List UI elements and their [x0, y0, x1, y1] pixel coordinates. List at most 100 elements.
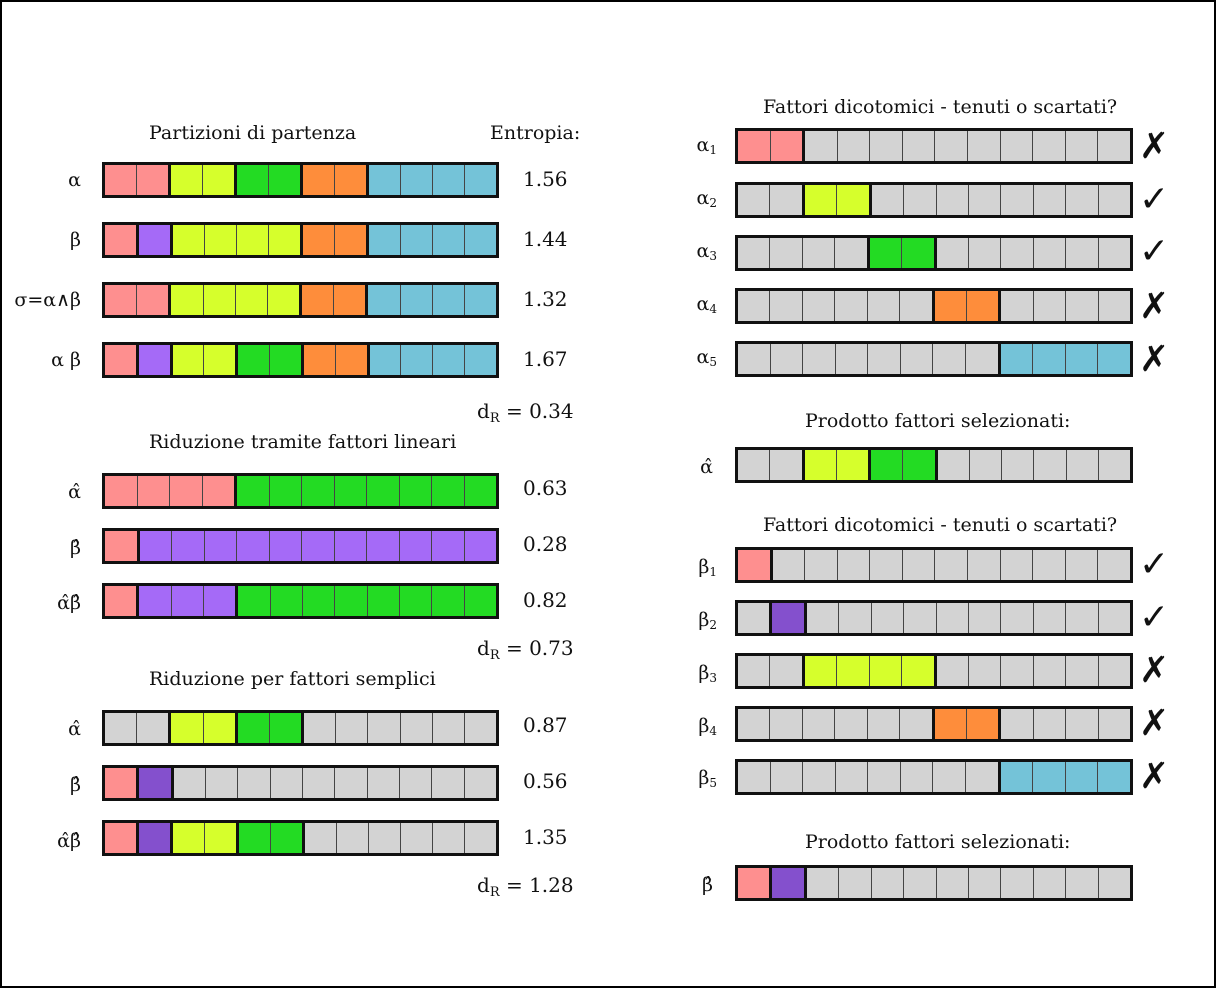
partition-cell	[1097, 709, 1131, 739]
partition-cell	[967, 868, 1001, 898]
partition-cell	[168, 285, 203, 315]
partition-bar-alpha-beta-hat	[102, 583, 499, 619]
partition-cell	[934, 550, 968, 580]
partition-cell	[203, 345, 236, 375]
partition-cell	[965, 762, 998, 792]
partition-cell	[899, 344, 933, 374]
partition-cell	[738, 185, 770, 215]
partition-bar-alpha-beta	[102, 342, 499, 378]
partition-cell	[236, 225, 268, 255]
partition-cell	[366, 586, 399, 616]
partition-cell	[933, 656, 968, 686]
partition-cell	[868, 656, 902, 686]
factor-bar-alpha2	[735, 182, 1133, 218]
partition-cell	[1064, 344, 1098, 374]
entropy-value: 1.67	[523, 347, 568, 371]
entropy-value: 0.63	[523, 476, 568, 500]
section1-title: Partizioni di partenza	[149, 122, 357, 144]
row-label-beta2: β2	[698, 609, 717, 632]
partition-cell	[300, 165, 334, 195]
partition-cell	[836, 550, 870, 580]
partition-cell	[234, 165, 268, 195]
row-label-beta4: β4	[698, 715, 717, 738]
partition-cell	[366, 345, 401, 375]
entropy-header: Entropia:	[490, 122, 581, 144]
partition-cell	[335, 713, 368, 743]
partition-cell	[769, 450, 802, 480]
row-label-alpha1: α1	[696, 134, 717, 157]
partition-cell	[997, 344, 1033, 374]
partition-cell	[998, 291, 1033, 321]
partition-cell	[769, 185, 802, 215]
section2-title: Riduzione tramite fattori lineari	[149, 431, 457, 453]
partition-cell	[867, 344, 900, 374]
partition-cell	[334, 586, 367, 616]
partition-cell	[868, 185, 904, 215]
partition-cell	[464, 225, 496, 255]
partition-cell	[398, 768, 432, 798]
partition-cell	[738, 344, 770, 374]
partition-cell	[1097, 131, 1130, 161]
partition-cell	[334, 165, 366, 195]
partition-cell	[400, 345, 433, 375]
partition-cell	[171, 531, 204, 561]
partition-cell	[965, 344, 998, 374]
partition-cell	[903, 185, 936, 215]
partition-cell	[463, 586, 496, 616]
partition-cell	[366, 225, 400, 255]
partition-cell	[204, 225, 236, 255]
partition-cell	[998, 709, 1033, 739]
partition-cell	[399, 713, 432, 743]
partition-cell	[1032, 238, 1066, 268]
partition-cell	[234, 476, 269, 506]
factor-bar-alpha3	[735, 235, 1133, 271]
partition-cell	[300, 345, 335, 375]
row-label-beta-hat: β̂	[70, 774, 81, 796]
discard-mark-icon: ✗	[1139, 339, 1170, 380]
partition-cell	[400, 823, 432, 853]
partition-cell	[802, 762, 835, 792]
partition-cell	[366, 768, 399, 798]
partition-cell	[1032, 868, 1066, 898]
keep-mark-icon: ✓	[1139, 597, 1170, 638]
partition-cell	[269, 586, 302, 616]
alpha-factors-title: Fattori dicotomici - tenuti o scartati?	[763, 96, 1118, 118]
partition-cell	[836, 131, 870, 161]
partition-bar-beta	[102, 222, 499, 258]
factor-bar-beta5	[735, 759, 1133, 795]
entropy-value: 1.56	[523, 167, 568, 191]
partition-cell	[1000, 603, 1033, 633]
partition-bar-beta-hat-simple	[102, 765, 499, 801]
partition-cell	[1097, 762, 1130, 792]
partition-cell	[299, 285, 334, 315]
partition-cell	[398, 531, 431, 561]
partition-cell	[801, 656, 837, 686]
partition-cell	[432, 165, 464, 195]
row-label-beta: β	[70, 229, 81, 251]
partition-cell	[235, 345, 270, 375]
partition-cell	[738, 709, 770, 739]
partition-cell	[105, 345, 136, 375]
partition-cell	[838, 603, 871, 633]
partition-cell	[804, 550, 837, 580]
partition-cell	[965, 709, 999, 739]
partition-cell	[769, 291, 802, 321]
partition-cell	[901, 238, 934, 268]
partition-cell	[334, 768, 367, 798]
partition-cell	[965, 291, 999, 321]
partition-cell	[334, 225, 366, 255]
partition-cell	[234, 285, 267, 315]
partition-cell	[301, 531, 334, 561]
partition-cell	[301, 586, 335, 616]
partition-cell	[1065, 185, 1098, 215]
product-bar-alpha-hat	[735, 447, 1133, 483]
partition-cell	[136, 165, 168, 195]
beta-product-title: Prodotto fattori selezionati:	[805, 831, 1071, 853]
partition-cell	[1097, 238, 1131, 268]
alpha-product-title: Prodotto fattori selezionati:	[805, 410, 1071, 432]
partition-cell	[867, 762, 900, 792]
partition-cell	[901, 550, 935, 580]
partition-cell	[769, 550, 805, 580]
partition-cell	[463, 713, 497, 743]
